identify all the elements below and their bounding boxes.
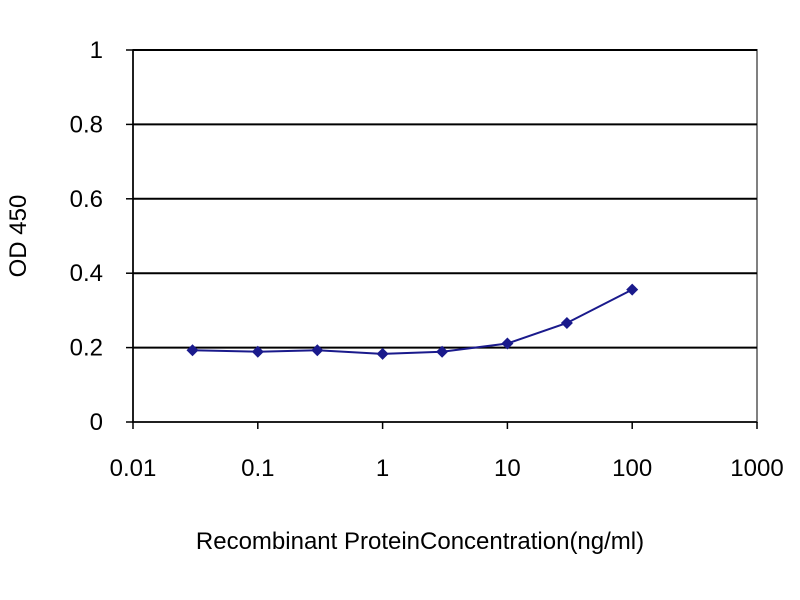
y-axis-tick-labels: 0 0.2 0.4 0.6 0.8 1 — [70, 37, 103, 436]
data-point-0-5 — [501, 337, 514, 350]
x-tick-label-5: 1000 — [730, 455, 783, 482]
gridlines — [133, 49, 757, 349]
y-tick-label-1: 0.2 — [70, 335, 103, 362]
x-tick-label-0: 0.01 — [110, 455, 157, 482]
x-axis-title: Recombinant ProteinConcentration(ng/ml) — [196, 528, 644, 555]
x-tick-label-2: 1 — [376, 455, 389, 482]
y-tick-label-0: 0 — [90, 409, 103, 436]
plot-area — [126, 49, 758, 429]
data-point-0-1 — [251, 345, 264, 358]
data-point-0-4 — [436, 345, 449, 358]
x-axis-tick-labels: 0.01 0.1 1 10 100 1000 — [110, 455, 784, 482]
data-point-0-0 — [186, 344, 199, 357]
x-tick-label-3: 10 — [494, 455, 521, 482]
series-layer — [186, 283, 639, 360]
y-axis-title: OD 450 — [5, 195, 32, 278]
data-point-0-2 — [311, 344, 324, 357]
data-point-0-6 — [560, 317, 573, 329]
x-axis-ticks — [132, 422, 758, 429]
plot-frame — [132, 49, 758, 423]
data-point-0-7 — [626, 283, 639, 296]
y-tick-label-5: 1 — [90, 37, 103, 64]
y-tick-label-4: 0.8 — [70, 111, 103, 138]
y-tick-label-2: 0.4 — [70, 260, 103, 287]
x-tick-label-1: 0.1 — [241, 455, 274, 482]
x-tick-label-4: 100 — [612, 455, 652, 482]
y-axis-ticks — [126, 49, 133, 423]
data-point-0-3 — [376, 347, 389, 360]
y-tick-label-3: 0.6 — [70, 186, 103, 213]
series-line-0 — [192, 288, 633, 355]
